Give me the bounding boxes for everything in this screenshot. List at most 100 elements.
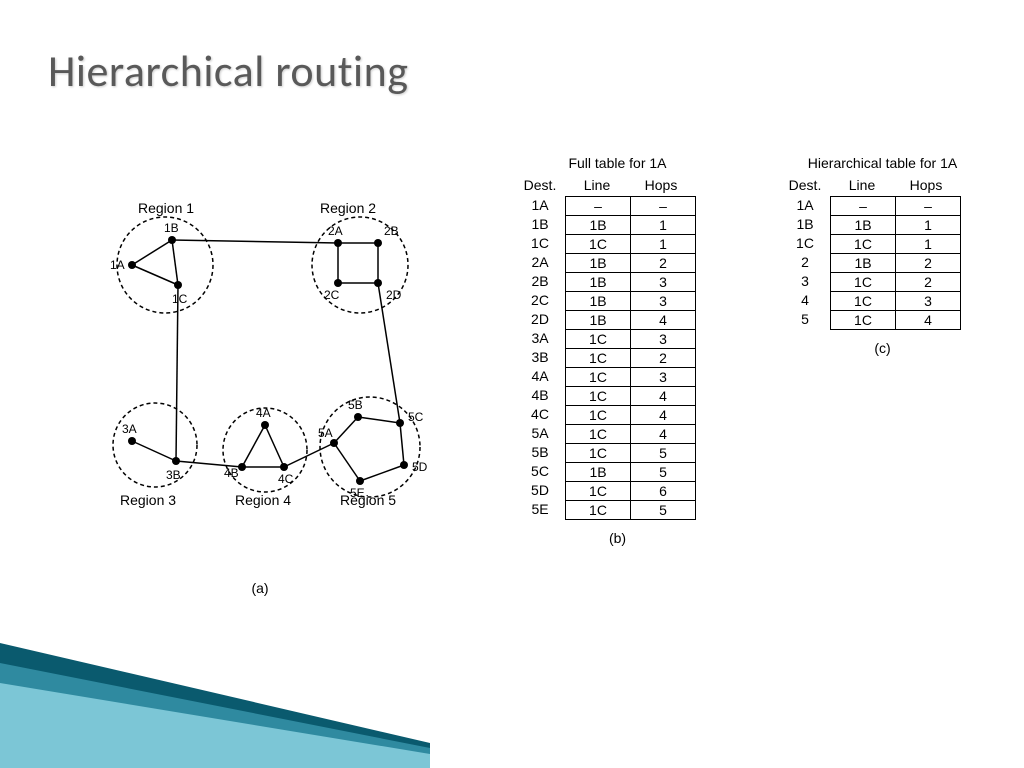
table-row: 5D1C6 xyxy=(515,481,696,500)
region-label: Region 3 xyxy=(120,492,176,508)
edge xyxy=(172,240,338,243)
node-3A xyxy=(128,437,136,445)
node-1C xyxy=(174,281,182,289)
node-5E xyxy=(356,477,364,485)
cell-hops: 2 xyxy=(631,253,696,272)
table-row: 4B1C4 xyxy=(515,386,696,405)
edge xyxy=(265,425,284,467)
node-label: 3B xyxy=(166,468,181,482)
table-row: 1A–– xyxy=(780,196,961,215)
cell-dest: 3 xyxy=(780,272,830,291)
caption-a: (a) xyxy=(251,580,268,596)
col-line: Line xyxy=(830,175,894,195)
cell-dest: 5 xyxy=(780,310,830,330)
node-label: 4A xyxy=(256,406,271,420)
table-row: 5B1C5 xyxy=(515,443,696,462)
edge xyxy=(360,465,404,481)
edge xyxy=(334,443,360,481)
table-row: 3A1C3 xyxy=(515,329,696,348)
node-label: 3A xyxy=(122,422,137,436)
cell-dest: 5A xyxy=(515,424,565,443)
cell-dest: 2C xyxy=(515,291,565,310)
cell-hops: 4 xyxy=(631,386,696,405)
cell-dest: 1B xyxy=(780,215,830,234)
cell-dest: 1A xyxy=(780,196,830,215)
cell-hops: 4 xyxy=(631,424,696,443)
node-2D xyxy=(374,279,382,287)
cell-line: 1C xyxy=(565,348,631,367)
table-row: 1C1C1 xyxy=(780,234,961,253)
full-table-header: Dest. Line Hops xyxy=(515,175,720,195)
edge xyxy=(242,425,265,467)
cell-dest: 3A xyxy=(515,329,565,348)
node-label: 1A xyxy=(110,258,125,272)
region-label: Region 5 xyxy=(340,492,396,508)
col-line: Line xyxy=(565,175,629,195)
cell-line: 1C xyxy=(565,367,631,386)
cell-line: 1C xyxy=(565,386,631,405)
col-dest: Dest. xyxy=(780,175,830,195)
cell-line: 1C xyxy=(565,481,631,500)
node-2B xyxy=(374,239,382,247)
node-3B xyxy=(172,457,180,465)
node-4C xyxy=(280,463,288,471)
cell-hops: 2 xyxy=(631,348,696,367)
cell-line: 1C xyxy=(830,272,896,291)
cell-hops: 3 xyxy=(631,329,696,348)
cell-hops: 3 xyxy=(631,291,696,310)
node-label: 2C xyxy=(324,288,340,302)
node-label: 1C xyxy=(172,292,188,306)
cell-hops: 4 xyxy=(896,310,961,330)
table-row: 21B2 xyxy=(780,253,961,272)
region-boundary xyxy=(320,397,420,497)
node-5C xyxy=(396,419,404,427)
cell-line: 1B xyxy=(565,310,631,329)
col-hops: Hops xyxy=(894,175,958,195)
node-label: 1B xyxy=(164,221,179,235)
cell-hops: 2 xyxy=(896,253,961,272)
cell-line: 1C xyxy=(565,500,631,520)
hier-table-rows: 1A––1B1B11C1C121B231C241C351C4 xyxy=(780,196,961,330)
hier-table-header: Dest. Line Hops xyxy=(780,175,985,195)
col-hops: Hops xyxy=(629,175,693,195)
full-table-panel: Full table for 1A Dest. Line Hops 1A––1B… xyxy=(515,155,720,546)
table-row: 1B1B1 xyxy=(515,215,696,234)
region-label: Region 1 xyxy=(138,200,194,216)
cell-dest: 1B xyxy=(515,215,565,234)
table-row: 2D1B4 xyxy=(515,310,696,329)
node-5A xyxy=(330,439,338,447)
region-label: Region 2 xyxy=(320,200,376,216)
table-row: 2A1B2 xyxy=(515,253,696,272)
slide-title: Hierarchical routing xyxy=(48,44,408,98)
cell-dest: 2A xyxy=(515,253,565,272)
edge xyxy=(132,265,178,285)
cell-line: 1B xyxy=(565,291,631,310)
col-dest: Dest. xyxy=(515,175,565,195)
cell-line: 1B xyxy=(565,462,631,481)
table-row: 41C3 xyxy=(780,291,961,310)
node-1A xyxy=(128,261,136,269)
cell-hops: 1 xyxy=(896,234,961,253)
content-area: 1A1B1C2A2B2C2D3A3B4A4B4C5A5B5C5D5ERegion… xyxy=(60,155,994,605)
table-row: 3B1C2 xyxy=(515,348,696,367)
table-row: 4A1C3 xyxy=(515,367,696,386)
cell-line: 1C xyxy=(565,424,631,443)
node-5D xyxy=(400,461,408,469)
cell-hops: – xyxy=(896,196,961,215)
cell-dest: 5C xyxy=(515,462,565,481)
node-label: 5C xyxy=(408,410,424,424)
cell-line: 1C xyxy=(830,310,896,330)
cell-hops: 4 xyxy=(631,405,696,424)
cell-hops: 5 xyxy=(631,443,696,462)
cell-line: 1C xyxy=(565,234,631,253)
region-label: Region 4 xyxy=(235,492,291,508)
node-2C xyxy=(334,279,342,287)
edge xyxy=(172,240,178,285)
edge xyxy=(132,441,176,461)
caption-c: (c) xyxy=(780,340,985,356)
cell-dest: 4B xyxy=(515,386,565,405)
table-row: 51C4 xyxy=(780,310,961,330)
node-1B xyxy=(168,236,176,244)
cell-dest: 5E xyxy=(515,500,565,520)
cell-dest: 1C xyxy=(780,234,830,253)
